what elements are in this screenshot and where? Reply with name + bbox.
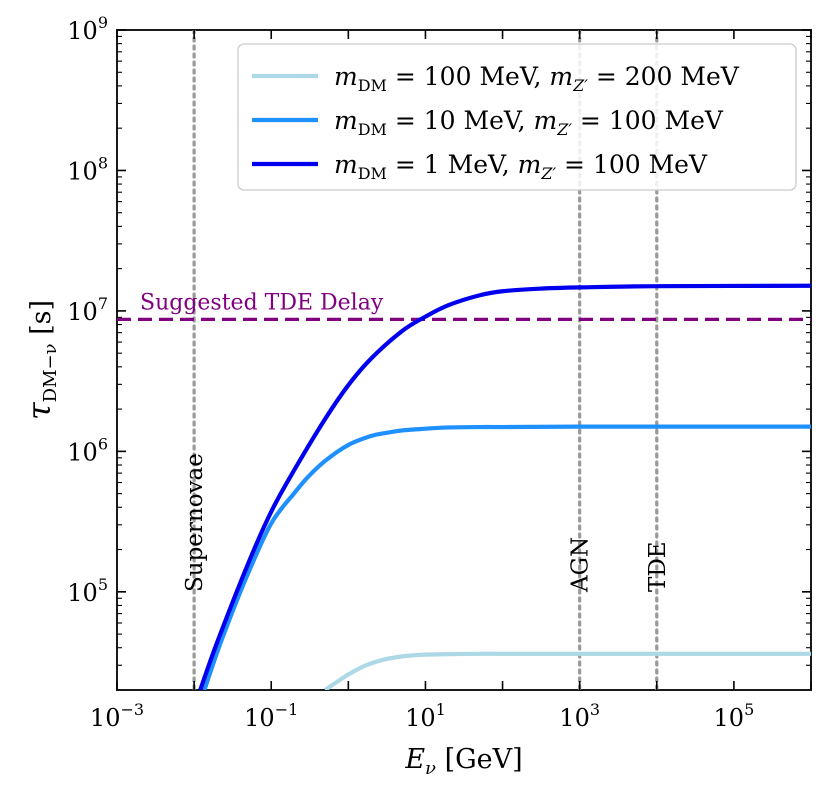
vertical-line-label-agn: AGN [568,537,594,593]
y-tick-label-exp: 8 [98,153,108,172]
legend-var: m [334,106,358,135]
y-tick-label: 108 [67,153,108,185]
legend-value: = 1 MeV, [387,150,518,179]
legend-var-2: m [549,62,573,91]
legend-var: m [334,150,358,179]
x-tick-label: 10−3 [90,700,144,732]
y-axis-label: τDM−ν [s] [20,300,61,420]
y-tick-label: 109 [67,13,108,45]
y-tick-label-base: 10 [67,157,98,185]
x-tick-label-base: 10 [405,704,436,732]
legend-var-2: m [518,150,542,179]
legend-value-2: = 100 MeV [556,150,708,179]
y-tick-label-base: 10 [67,17,98,45]
vertical-line-label-supernovae: Supernovae [182,453,208,592]
x-tick-label-base: 10 [714,704,745,732]
x-tick-label-exp: −1 [275,700,299,719]
legend-value: = 10 MeV, [387,106,534,135]
x-tick-label-exp: −3 [120,700,144,719]
y-tick-label-base: 10 [67,579,98,607]
legend-label-1: mDM = 100 MeV, mZ′ = 200 MeV [334,62,740,95]
series-line-2 [202,424,811,690]
y-tick-label: 106 [67,434,108,466]
y-tick-label-exp: 5 [98,575,108,594]
x-tick-label: 103 [559,700,600,732]
legend-sub-2: Z′ [540,164,556,183]
legend-box [237,43,797,191]
legend-var: m [334,62,358,91]
x-tick-label-base: 10 [559,704,590,732]
plot-area-frame [116,29,812,691]
legend-label-3: mDM = 1 MeV, mZ′ = 100 MeV [334,150,708,183]
y-tick-label-base: 10 [67,438,98,466]
vertical-line-label-tde: TDE [645,541,671,592]
y-tick-label-exp: 6 [98,434,108,453]
x-tick-label: 105 [714,700,755,732]
legend-sub: DM [358,76,387,95]
legend-sub-2: Z′ [572,76,588,95]
legend-value-2: = 100 MeV [572,106,724,135]
y-tick-label: 107 [67,294,108,326]
legend-label-2: mDM = 10 MeV, mZ′ = 100 MeV [334,106,724,139]
legend-value-2: = 200 MeV [588,62,740,91]
tde-delay-label: Suggested TDE Delay [140,290,384,315]
x-tick-label-exp: 5 [744,700,754,719]
x-tick-label-base: 10 [244,704,275,732]
y-tick-label: 105 [67,575,108,607]
series-line-1 [323,651,811,690]
series-line-3 [198,283,811,690]
legend-sub-2: Z′ [556,120,572,139]
y-tick-label-exp: 7 [98,294,108,313]
x-tick-label-base: 10 [90,704,121,732]
legend-sub: DM [358,164,387,183]
y-tick-label-base: 10 [67,298,98,326]
legend-value: = 100 MeV, [387,62,549,91]
x-tick-label-exp: 3 [590,700,600,719]
x-tick-label: 101 [405,700,446,732]
x-axis-label: Eν [GeV] [404,744,522,779]
legend-var-2: m [534,106,558,135]
x-tick-label: 10−1 [244,700,298,732]
y-tick-label-exp: 9 [98,13,108,32]
x-tick-label-exp: 1 [436,700,446,719]
legend-sub: DM [358,120,387,139]
